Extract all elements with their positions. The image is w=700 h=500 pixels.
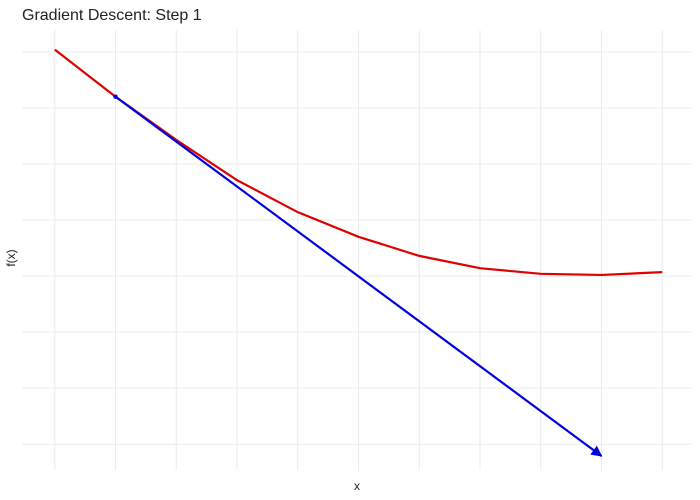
gradient-arrow <box>114 95 603 457</box>
y-axis-label: f(x) <box>4 249 18 266</box>
x-axis-label: x <box>354 479 360 493</box>
chart-title: Gradient Descent: Step 1 <box>22 7 202 24</box>
plot-area <box>22 30 692 470</box>
start-point <box>113 94 118 99</box>
